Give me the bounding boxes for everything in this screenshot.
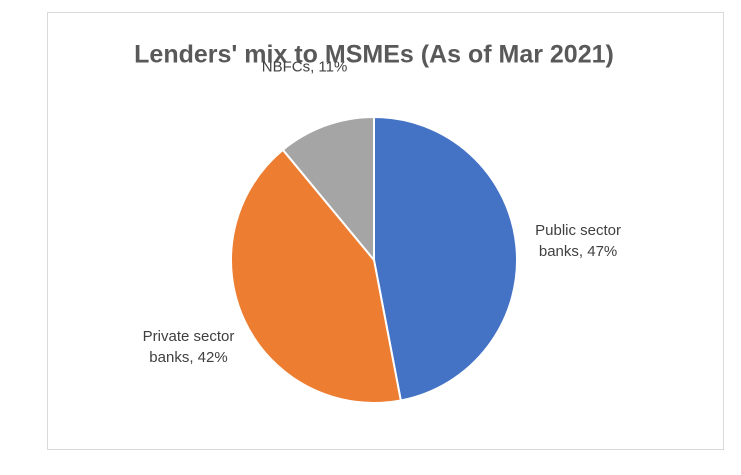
data-label: NBFCs, 11% <box>245 57 365 78</box>
data-label-category: Private sector banks <box>142 328 235 367</box>
data-label-value: , 47% <box>578 242 618 260</box>
data-label: Private sector banks, 42% <box>129 326 249 368</box>
chart-title: Lenders' mix to MSMEs (As of Mar 2021) <box>134 41 614 69</box>
pie-slice <box>281 115 375 263</box>
pie-slice <box>230 148 402 404</box>
data-label-category: NBFCs <box>261 58 311 76</box>
data-label-value: , 11% <box>310 58 348 76</box>
pie-slice <box>373 115 518 402</box>
data-label-category: Public sector banks <box>535 221 622 260</box>
data-label-value: , 42% <box>189 349 228 367</box>
data-label: Public sector banks, 47% <box>518 220 638 262</box>
